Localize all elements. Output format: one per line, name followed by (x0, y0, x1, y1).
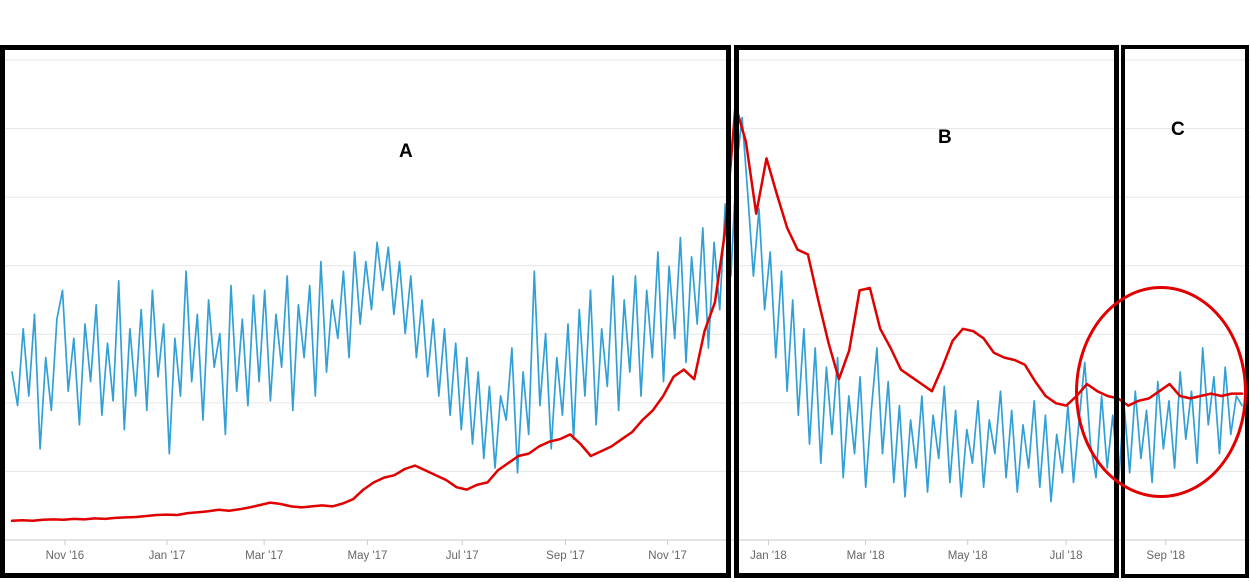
x-axis-label: Jan '17 (149, 550, 186, 562)
x-axis-label: Mar '18 (847, 550, 885, 562)
x-axis-label: Jul '17 (446, 550, 479, 562)
red-series-line (10, 104, 1244, 523)
x-axis-label: May '17 (348, 550, 388, 562)
x-axis-label: Jan '18 (750, 550, 787, 562)
x-axis-label: Nov '16 (46, 550, 85, 562)
blue-series-line (11, 116, 1243, 503)
x-axis-label: Sep '17 (546, 550, 585, 562)
x-axis-label: Sep '18 (1146, 550, 1185, 562)
x-axis-label: Nov '17 (648, 550, 687, 562)
x-axis-label: May '18 (948, 550, 988, 562)
x-axis-label: Jul '18 (1050, 550, 1083, 562)
x-axis-label: Mar '17 (245, 550, 283, 562)
